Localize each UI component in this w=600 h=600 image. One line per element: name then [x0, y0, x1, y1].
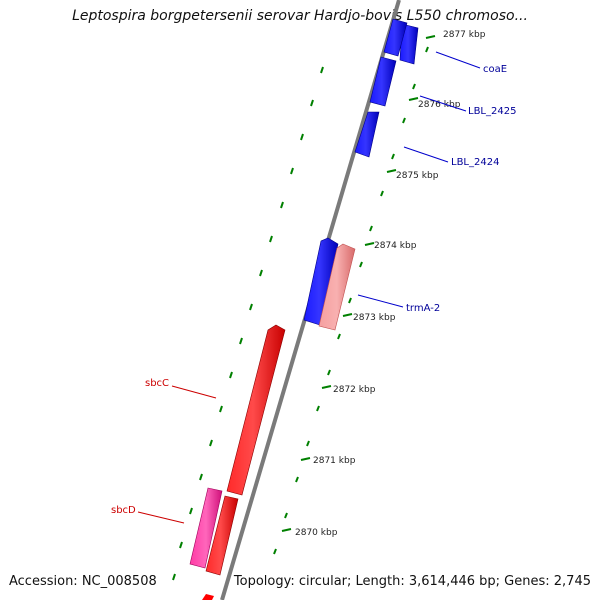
gene-label-LBL-2425[interactable]: LBL_2425	[468, 106, 516, 117]
gene-label-coaE[interactable]: coaE	[483, 64, 507, 75]
kbp-label: 2873 kbp	[353, 313, 396, 323]
gene-arrow-partial[interactable]	[202, 594, 214, 600]
leader-line-LBL-2425	[419, 95, 467, 112]
gene-arrow-LBL-2425[interactable]	[383, 18, 408, 57]
gene-arrow-LBL-2424[interactable]	[369, 56, 397, 107]
gene-arrow-trmA-2[interactable]	[318, 243, 356, 331]
gene-arrow-rna[interactable]	[189, 487, 223, 569]
leader-line-sbcD	[137, 511, 185, 524]
leader-line-sbcC	[171, 385, 217, 399]
gene-arrow-blue-mid[interactable]	[303, 237, 339, 326]
kbp-label: 2874 kbp	[374, 241, 417, 251]
kbp-label: 2875 kbp	[396, 171, 439, 181]
gene-arrow-coaE[interactable]	[399, 23, 419, 65]
gene-label-LBL-2424[interactable]: LBL_2424	[451, 157, 499, 168]
gene-arrow-sbcC[interactable]	[226, 324, 286, 496]
scale-tick-track	[273, 46, 429, 555]
map-title: Leptospira borgpetersenii serovar Hardjo…	[72, 8, 528, 24]
kbp-label: 2872 kbp	[333, 385, 376, 395]
leader-line-coaE	[435, 51, 481, 69]
gene-arrow-sbcD[interactable]	[205, 495, 239, 576]
topology-summary: Topology: circular; Length: 3,614,446 bp…	[233, 574, 591, 589]
leader-line-trmA-2	[357, 294, 404, 308]
gene-label-trmA-2[interactable]: trmA-2	[406, 303, 440, 314]
outer-tick-track	[172, 66, 324, 581]
gene-label-sbcD[interactable]: sbcD	[111, 505, 136, 516]
kbp-label: 2870 kbp	[295, 528, 338, 538]
leader-line-LBL-2424	[403, 146, 449, 163]
kbp-label: 2877 kbp	[443, 30, 486, 40]
kbp-label: 2871 kbp	[313, 456, 356, 466]
kbp-major-ticks	[281, 35, 436, 532]
accession-text: Accession: NC_008508	[9, 574, 157, 589]
kbp-label: 2876 kbp	[418, 100, 461, 110]
gene-arrow-upstream-blue[interactable]	[354, 111, 380, 158]
gene-label-sbcC[interactable]: sbcC	[145, 378, 169, 389]
